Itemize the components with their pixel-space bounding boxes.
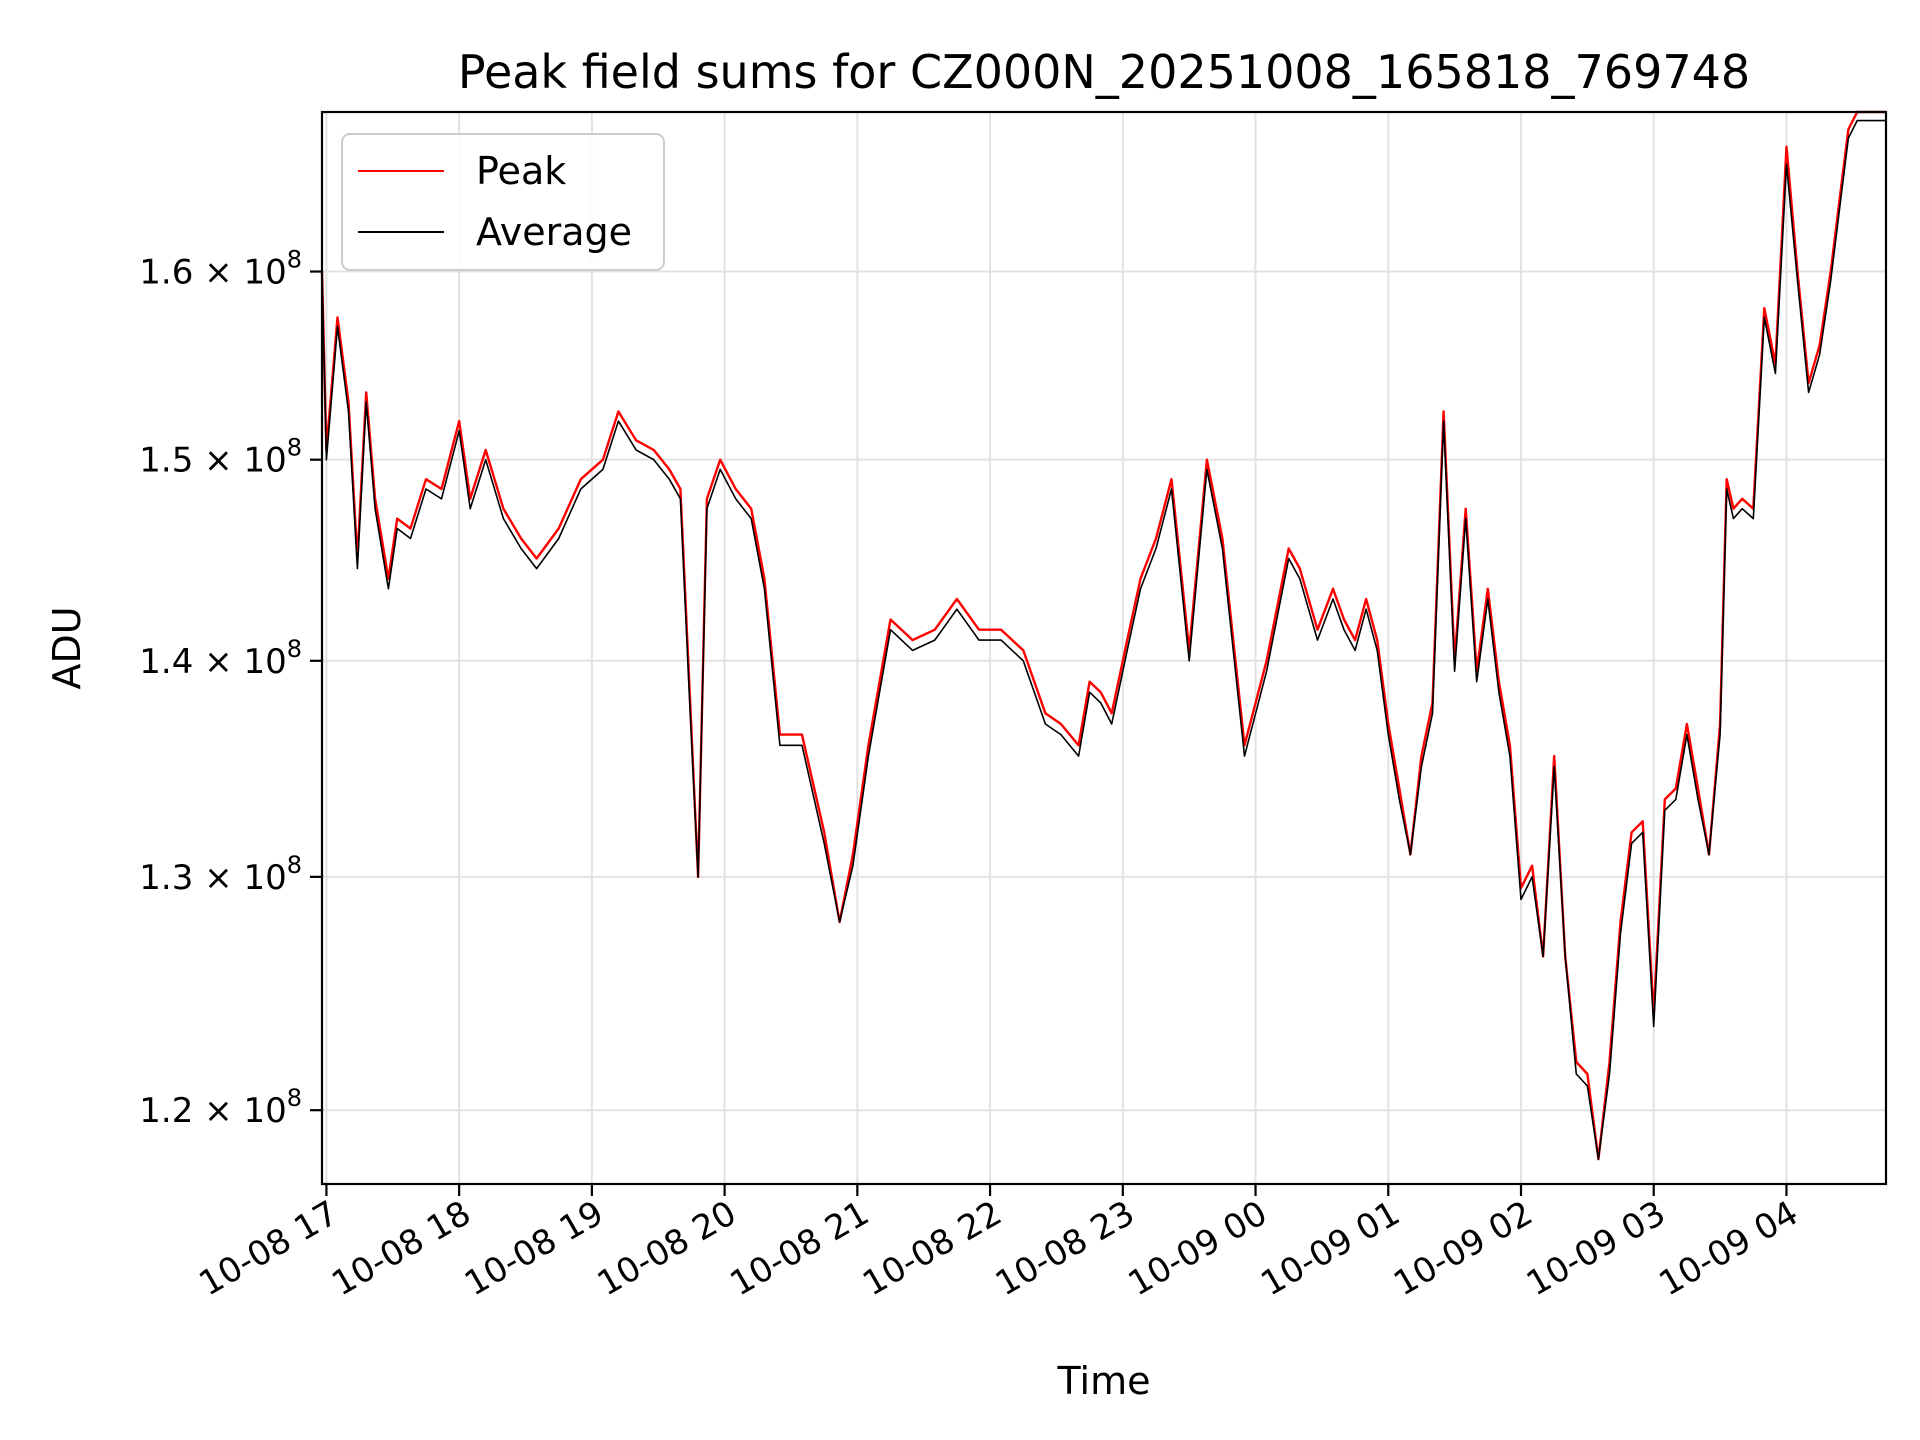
x-tick-label: 10-08 22 — [856, 1193, 1008, 1304]
x-axis-label: Time — [1057, 1359, 1151, 1403]
x-tick-label: 10-08 17 — [193, 1193, 345, 1304]
y-tick-exponent: 8 — [287, 434, 302, 462]
x-tick-label: 10-09 02 — [1387, 1193, 1539, 1304]
x-tick-label: 10-08 19 — [458, 1193, 610, 1304]
x-tick-label: 10-08 21 — [723, 1193, 875, 1304]
x-tick-label: 10-08 20 — [591, 1193, 743, 1304]
y-tick-base: × 10 — [193, 642, 286, 682]
y-tick-exponent: 8 — [287, 851, 302, 879]
y-tick-base: × 10 — [193, 858, 286, 898]
x-tick-label: 10-09 03 — [1520, 1193, 1672, 1304]
y-tick-mantissa: 1.5 — [139, 441, 193, 481]
y-tick-mantissa: 1.3 — [139, 858, 193, 898]
x-tick-label: 10-08 18 — [325, 1193, 477, 1304]
y-tick-label: 1.3 × 108 — [139, 851, 302, 898]
y-tick-label: 1.6 × 108 — [139, 246, 302, 293]
y-tick-exponent: 8 — [287, 246, 302, 274]
y-tick-mantissa: 1.4 — [139, 642, 193, 682]
y-tick-label: 1.2 × 108 — [139, 1084, 302, 1131]
series-lines — [320, 110, 1886, 1161]
y-tick-label: 1.4 × 108 — [139, 635, 302, 682]
grid — [322, 112, 1886, 1184]
y-tick-base: × 10 — [193, 1091, 286, 1131]
x-tick-label: 10-08 23 — [989, 1193, 1141, 1304]
plot-frame — [320, 110, 1888, 1186]
x-tick-label: 10-09 00 — [1122, 1193, 1274, 1304]
y-tick-exponent: 8 — [287, 1084, 302, 1112]
y-tick-base: × 10 — [193, 253, 286, 293]
y-tick-label: 1.5 × 108 — [139, 434, 302, 481]
series-line-peak — [320, 110, 1886, 1161]
legend: Peak Average — [341, 133, 665, 271]
y-axis-label: ADU — [45, 606, 89, 689]
x-tick-label: 10-09 04 — [1653, 1193, 1805, 1304]
legend-label-average: Average — [476, 210, 632, 254]
y-tick-exponent: 8 — [287, 635, 302, 663]
series-line-average — [321, 119, 1886, 1160]
x-tick-label: 10-09 01 — [1254, 1193, 1406, 1304]
legend-label-peak: Peak — [476, 149, 566, 193]
y-tick-base: × 10 — [193, 441, 286, 481]
y-tick-mantissa: 1.6 — [139, 253, 193, 293]
y-tick-mantissa: 1.2 — [139, 1091, 193, 1131]
chart-title: Peak field sums for CZ000N_20251008_1658… — [458, 45, 1750, 99]
legend-box — [341, 133, 665, 271]
